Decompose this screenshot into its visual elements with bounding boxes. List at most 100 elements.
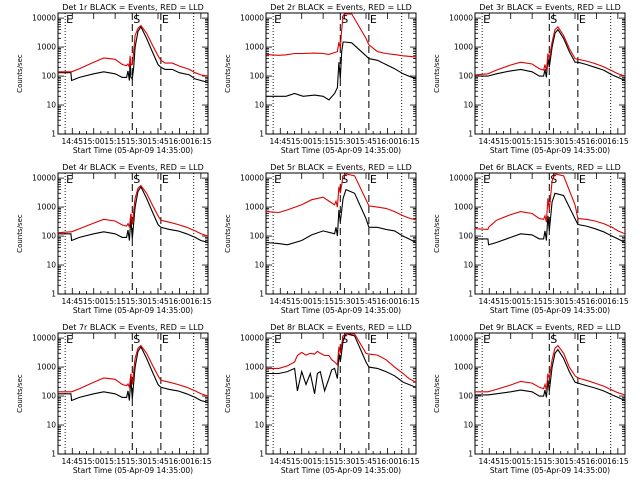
x-tick-label: 15:15 <box>312 297 334 306</box>
interval-marker-label: E <box>579 13 586 26</box>
y-tick-label: 1000 <box>454 203 473 212</box>
plot-frame <box>265 332 417 455</box>
y-tick-label: 1 <box>51 450 56 459</box>
x-tick-label: 15:30 <box>126 457 148 466</box>
x-tick-label: 15:00 <box>83 137 105 146</box>
x-tick-label: 15:45 <box>355 457 377 466</box>
lld-series-line <box>266 13 416 58</box>
panel-title: Det 9r BLACK = Events, RED = LLD <box>479 323 621 332</box>
y-tick-label: 100 <box>459 392 474 401</box>
plot-frame <box>265 12 417 135</box>
interval-marker-label: S <box>550 333 557 346</box>
y-tick-label: 10000 <box>240 14 264 23</box>
interval-marker-label: S <box>550 13 557 26</box>
y-tick-label: 10 <box>46 261 56 270</box>
y-tick-label: 1000 <box>245 43 264 52</box>
interval-marker-label: E <box>579 173 586 186</box>
y-tick-label: 10 <box>463 261 473 270</box>
panel-title: Det 8r BLACK = Events, RED = LLD <box>270 323 412 332</box>
y-axis-label: Counts/sec <box>16 214 24 253</box>
x-tick-label: 15:45 <box>564 457 586 466</box>
panel-det-7r: Det 7r BLACK = Events, RED = LLD 1 10 100 10… <box>16 323 212 475</box>
x-tick-label: 16:15 <box>398 457 420 466</box>
x-axis-label: Start Time (05-Apr-09 14:35:00) <box>281 466 401 475</box>
panel-title: Det 5r BLACK = Events, RED = LLD <box>270 163 412 172</box>
y-tick-label: 100 <box>459 72 474 81</box>
y-tick-label: 10000 <box>32 334 56 343</box>
x-tick-label: 15:45 <box>147 457 169 466</box>
y-axis-label: Counts/sec <box>433 54 441 93</box>
interval-marker-label: S <box>341 13 348 26</box>
y-tick-label: 1000 <box>454 363 473 372</box>
interval-marker-label: S <box>341 333 348 346</box>
y-axis-label: Counts/sec <box>16 54 24 93</box>
panel-title: Det 7r BLACK = Events, RED = LLD <box>62 323 204 332</box>
y-tick-label: 1 <box>259 290 264 299</box>
x-tick-label: 15:45 <box>147 137 169 146</box>
y-tick-label: 1000 <box>245 363 264 372</box>
x-tick-label: 14:45 <box>478 297 500 306</box>
x-tick-label: 15:30 <box>334 297 356 306</box>
x-tick-label: 16:15 <box>607 457 629 466</box>
y-axis-label: Counts/sec <box>433 374 441 413</box>
x-tick-label: 15:00 <box>500 457 522 466</box>
plot-frame <box>474 332 626 455</box>
x-tick-label: 15:00 <box>83 457 105 466</box>
y-tick-label: 1 <box>468 450 473 459</box>
x-tick-label: 16:15 <box>190 297 212 306</box>
x-tick-label: 15:15 <box>104 457 126 466</box>
y-tick-label: 10 <box>463 101 473 110</box>
y-tick-label: 1 <box>51 290 56 299</box>
x-tick-label: 15:30 <box>334 457 356 466</box>
x-tick-label: 14:45 <box>61 457 83 466</box>
x-tick-label: 15:30 <box>334 137 356 146</box>
y-tick-label: 1 <box>259 130 264 139</box>
interval-marker-label: E <box>274 333 281 346</box>
interval-marker-label: E <box>162 13 169 26</box>
events-series-line <box>475 348 625 402</box>
y-tick-label: 100 <box>42 232 57 241</box>
x-tick-label: 15:00 <box>500 137 522 146</box>
events-series-line <box>475 192 625 246</box>
lld-series-line <box>266 333 416 383</box>
y-tick-label: 1000 <box>37 203 56 212</box>
y-tick-label: 1 <box>468 290 473 299</box>
interval-marker-label: S <box>550 173 557 186</box>
x-tick-label: 15:00 <box>291 137 313 146</box>
x-tick-label: 15:15 <box>521 297 543 306</box>
panel-det-3r: Det 3r BLACK = Events, RED = LLD 1 10 100 10… <box>433 3 629 155</box>
events-series-line <box>266 41 416 101</box>
y-tick-label: 10 <box>254 421 264 430</box>
interval-marker-label: E <box>483 13 490 26</box>
y-tick-label: 10 <box>463 421 473 430</box>
y-tick-label: 10 <box>254 261 264 270</box>
x-tick-label: 15:45 <box>355 297 377 306</box>
panel-det-4r: Det 4r BLACK = Events, RED = LLD 1 10 100 10… <box>16 163 212 315</box>
x-tick-label: 15:45 <box>147 297 169 306</box>
interval-marker-label: E <box>162 333 169 346</box>
y-tick-label: 10000 <box>449 174 473 183</box>
y-tick-label: 100 <box>42 72 57 81</box>
x-tick-label: 16:00 <box>586 457 608 466</box>
x-tick-label: 16:15 <box>398 137 420 146</box>
interval-marker-label: E <box>483 333 490 346</box>
panel-det-2r: Det 2r BLACK = Events, RED = LLD 1 10 100 10… <box>224 3 420 155</box>
x-tick-label: 16:00 <box>586 137 608 146</box>
x-tick-label: 16:00 <box>377 137 399 146</box>
x-tick-label: 15:00 <box>83 297 105 306</box>
panel-title: Det 3r BLACK = Events, RED = LLD <box>479 3 621 12</box>
interval-marker-label: S <box>341 173 348 186</box>
x-tick-label: 15:30 <box>543 297 565 306</box>
x-tick-label: 16:15 <box>398 297 420 306</box>
y-tick-label: 10 <box>46 101 56 110</box>
x-tick-label: 16:00 <box>586 297 608 306</box>
plot-frame <box>57 12 209 135</box>
x-tick-label: 14:45 <box>61 137 83 146</box>
lld-series-line <box>475 173 625 235</box>
x-tick-label: 15:45 <box>564 137 586 146</box>
y-axis-label: Counts/sec <box>224 214 232 253</box>
y-tick-label: 100 <box>42 392 57 401</box>
y-tick-label: 10 <box>46 421 56 430</box>
y-axis-label: Counts/sec <box>224 374 232 413</box>
